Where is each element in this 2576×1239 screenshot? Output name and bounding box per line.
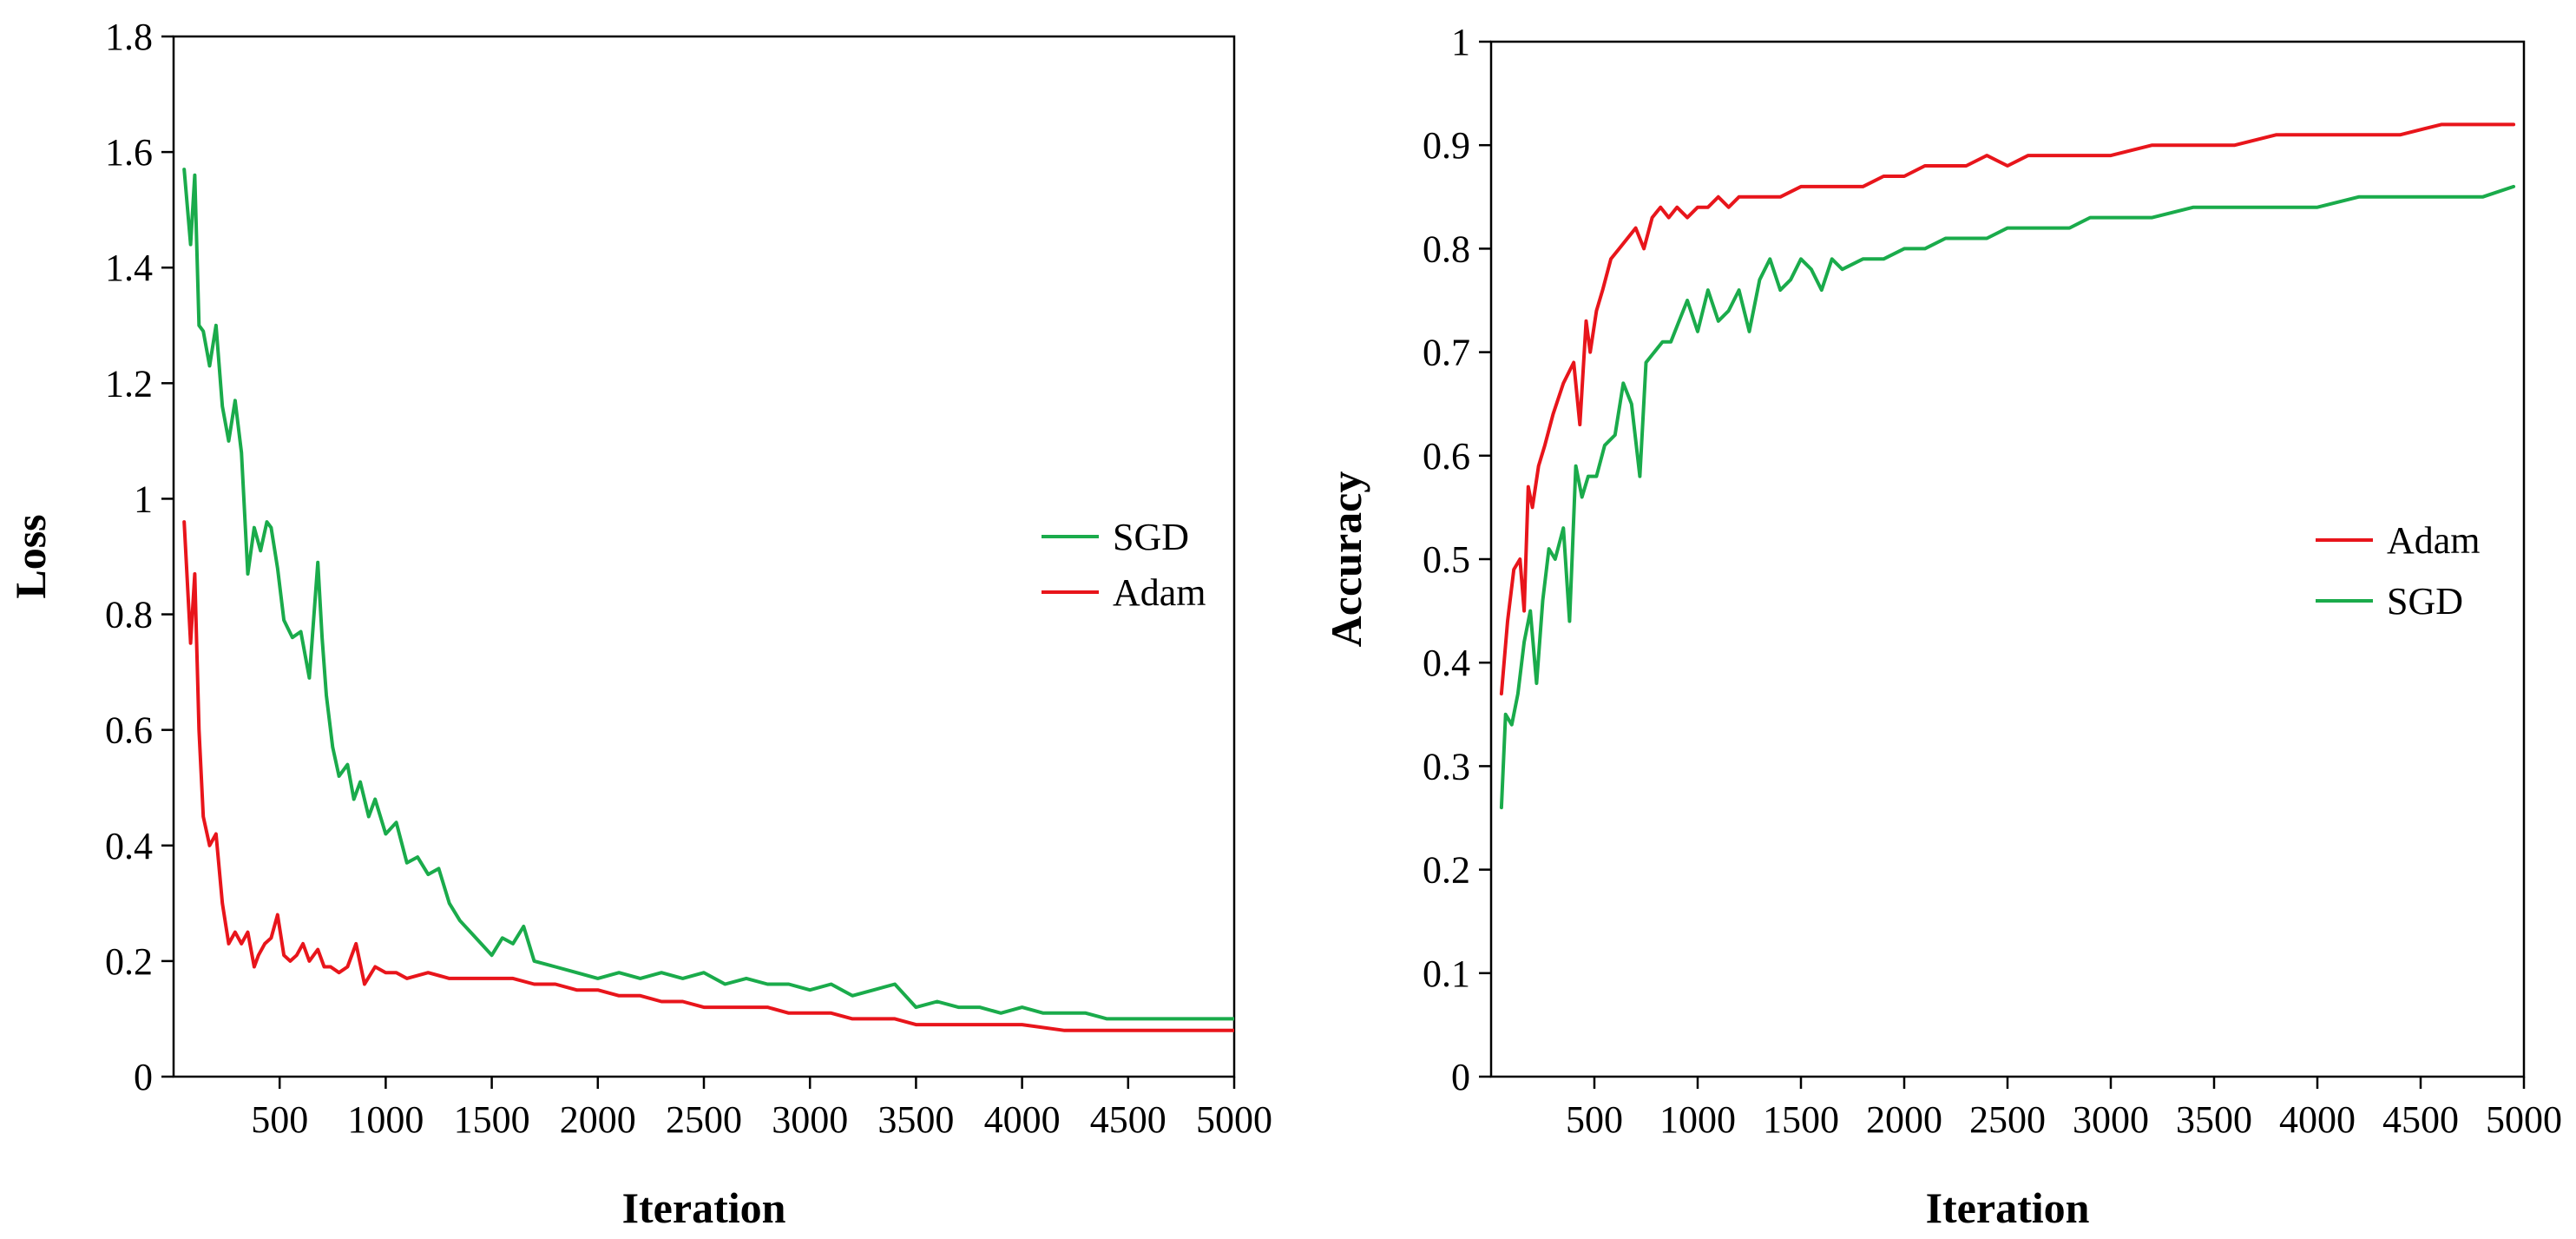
y-tick-label: 1 — [1451, 21, 1470, 63]
x-tick-label: 2500 — [666, 1098, 742, 1141]
y-tick-label: 0.6 — [1423, 435, 1470, 478]
x-tick-label: 3000 — [2073, 1098, 2149, 1141]
x-tick-label: 1000 — [347, 1098, 424, 1141]
x-tick-label: 4500 — [2382, 1098, 2459, 1141]
legend-label-adam: Adam — [2387, 519, 2481, 562]
x-axis-title: Iteration — [1926, 1183, 2090, 1232]
y-tick-label: 0.1 — [1423, 952, 1470, 995]
x-tick-label: 500 — [251, 1098, 308, 1141]
y-tick-label: 0.7 — [1423, 332, 1470, 374]
x-tick-label: 5000 — [2486, 1098, 2562, 1141]
series-line-sgd — [1499, 184, 2516, 810]
x-tick-label: 1500 — [1763, 1098, 1839, 1141]
legend-label-sgd: SGD — [1113, 516, 1189, 558]
y-tick-label: 0.9 — [1423, 124, 1470, 167]
x-tick-label: 2000 — [560, 1098, 636, 1141]
y-tick-label: 0 — [134, 1056, 153, 1098]
y-tick-label: 1.4 — [105, 247, 153, 289]
y-tick-label: 1.6 — [105, 131, 153, 174]
y-tick-label: 0.2 — [105, 940, 153, 983]
x-tick-label: 3500 — [2176, 1098, 2252, 1141]
y-tick-label: 0.8 — [1423, 227, 1470, 270]
y-tick-label: 0.5 — [1423, 538, 1470, 581]
y-tick-label: 0.3 — [1423, 745, 1470, 788]
x-tick-label: 500 — [1566, 1098, 1623, 1141]
x-tick-label: 1000 — [1659, 1098, 1736, 1141]
x-tick-label: 4000 — [984, 1098, 1061, 1141]
series-line-adam — [1499, 122, 2516, 695]
y-tick-label: 1 — [134, 478, 153, 520]
y-tick-label: 0.6 — [105, 709, 153, 752]
x-tick-label: 5000 — [1196, 1098, 1272, 1141]
y-tick-label: 0 — [1451, 1056, 1470, 1098]
x-tick-label: 4500 — [1090, 1098, 1166, 1141]
y-axis-title: Accuracy — [1322, 471, 1370, 648]
legend-label-sgd: SGD — [2387, 580, 2463, 623]
loss-chart: 0 0.2 0.4 0.6 0.8 1 1.2 1.4 1.6 1.8 500 1000 1500 200… — [6, 16, 1272, 1232]
x-tick-label: 2000 — [1866, 1098, 1942, 1141]
y-tick-label: 0.4 — [1423, 642, 1470, 684]
series-line-adam — [182, 520, 1234, 1032]
x-tick-label: 4000 — [2279, 1098, 2356, 1141]
plot-frame — [172, 35, 1236, 1078]
y-tick-label: 0.8 — [105, 594, 153, 636]
y-axis-title: Loss — [6, 514, 55, 598]
x-tick-label: 3000 — [772, 1098, 848, 1141]
legend-label-adam: Adam — [1113, 571, 1206, 614]
y-tick-label: 0.4 — [105, 825, 153, 867]
series-line-sgd — [182, 168, 1234, 1021]
x-tick-label: 1500 — [454, 1098, 530, 1141]
y-tick-label: 1.8 — [105, 16, 153, 58]
x-axis-title: Iteration — [622, 1183, 786, 1232]
x-tick-label: 3500 — [877, 1098, 954, 1141]
y-tick-label: 1.2 — [105, 362, 153, 405]
x-tick-label: 2500 — [1969, 1098, 2046, 1141]
y-tick-label: 0.2 — [1423, 849, 1470, 892]
